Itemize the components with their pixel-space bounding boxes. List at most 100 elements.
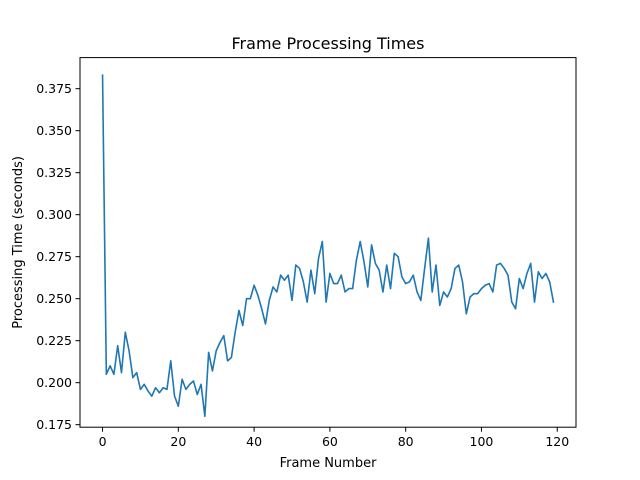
data-point: [139, 388, 142, 390]
data-point: [499, 262, 502, 264]
data-point: [226, 360, 229, 362]
ticks-layer: 0 20 40 60 80 100 120 0.175 0.200 0.225 0.250 0.275…: [36, 81, 569, 449]
data-point: [253, 284, 255, 286]
data-point: [283, 279, 286, 281]
data-point: [541, 277, 543, 280]
data-point: [219, 341, 221, 343]
x-tick-label: 100: [470, 434, 494, 449]
data-point: [154, 387, 157, 389]
data-point: [446, 296, 448, 298]
data-point: [511, 301, 513, 303]
data-point: [473, 293, 475, 295]
data-point: [249, 298, 251, 300]
data-point: [405, 282, 407, 285]
data-point: [136, 372, 138, 374]
data-point: [503, 267, 505, 270]
y-tick-label: 0.250: [36, 291, 72, 306]
data-point: [458, 264, 460, 266]
series-line: [101, 74, 555, 418]
data-point: [124, 331, 126, 333]
data-point: [185, 388, 187, 390]
data-point: [211, 370, 214, 372]
data-point: [162, 387, 164, 389]
data-point: [306, 301, 308, 303]
data-point: [340, 274, 342, 276]
data-point: [477, 293, 479, 295]
data-point: [223, 335, 225, 337]
data-point: [280, 274, 282, 276]
data-point: [336, 282, 339, 285]
y-tick-label: 0.200: [36, 375, 72, 390]
data-point: [143, 383, 145, 385]
data-point: [181, 378, 183, 380]
data-point: [192, 380, 195, 382]
data-point: [518, 277, 520, 280]
data-point: [537, 271, 539, 273]
data-point: [120, 372, 123, 374]
data-point: [496, 264, 498, 266]
data-point: [317, 257, 320, 259]
data-point: [238, 309, 240, 312]
data-point: [439, 304, 441, 306]
data-point: [113, 373, 115, 375]
data-point: [522, 288, 524, 290]
data-point: [367, 286, 369, 288]
data-point: [344, 291, 346, 293]
y-tick-label: 0.225: [36, 333, 72, 348]
data-point: [314, 293, 316, 295]
y-axis-label: Processing Time (seconds): [11, 156, 26, 329]
data-point: [374, 262, 376, 264]
data-point: [408, 281, 411, 283]
data-point: [234, 331, 236, 333]
data-point: [204, 415, 206, 417]
data-point: [533, 301, 536, 303]
x-tick-label: 40: [246, 434, 262, 449]
data-point: [196, 393, 198, 396]
data-point: [469, 296, 471, 298]
data-point: [359, 240, 361, 243]
y-tick-label: 0.325: [36, 165, 72, 180]
data-point: [514, 308, 517, 310]
data-point: [268, 299, 270, 301]
data-point: [177, 405, 179, 407]
data-point: [480, 288, 483, 290]
data-point: [310, 269, 312, 271]
data-point: [427, 237, 430, 239]
x-tick-label: 120: [545, 434, 569, 449]
axes-frame: [79, 57, 577, 428]
data-point: [484, 284, 486, 286]
data-point: [412, 274, 414, 276]
data-point: [101, 74, 104, 76]
data-point: [230, 356, 232, 359]
data-point: [109, 365, 111, 367]
data-point: [552, 301, 555, 303]
x-tick-label: 60: [322, 434, 338, 449]
data-point: [363, 261, 365, 263]
data-point: [264, 323, 267, 325]
data-point: [397, 256, 399, 258]
data-point: [321, 240, 323, 243]
data-point: [128, 350, 130, 352]
data-point: [291, 299, 293, 301]
data-point: [329, 272, 331, 275]
data-point: [189, 383, 191, 385]
data-point: [272, 286, 274, 288]
data-point: [158, 392, 160, 394]
data-point: [526, 272, 528, 275]
data-point: [166, 388, 168, 390]
chart-title: Frame Processing Times: [232, 34, 425, 53]
x-tick-label: 20: [170, 434, 186, 449]
data-point: [242, 324, 244, 327]
data-point: [295, 264, 297, 266]
data-point: [424, 267, 426, 270]
data-point: [352, 288, 354, 290]
data-point: [298, 267, 301, 270]
data-point: [215, 350, 217, 352]
data-point: [442, 291, 445, 293]
data-point: [530, 262, 532, 264]
data-point: [200, 383, 202, 385]
data-point: [287, 274, 289, 276]
data-point: [378, 269, 380, 271]
data-point: [147, 390, 149, 392]
